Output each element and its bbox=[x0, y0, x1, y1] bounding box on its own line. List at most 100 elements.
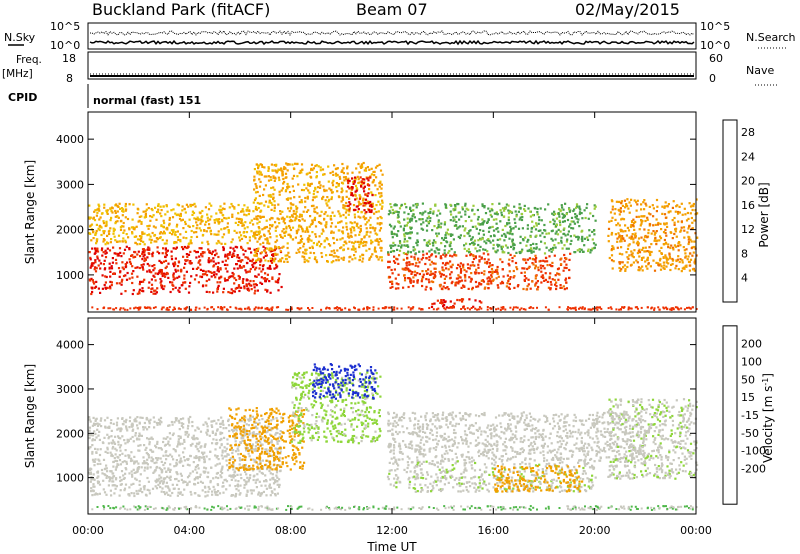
heatmap-cell bbox=[691, 306, 694, 309]
heatmap-cell bbox=[565, 266, 568, 270]
heatmap-cell bbox=[347, 182, 350, 185]
heatmap-cell bbox=[204, 470, 207, 473]
heatmap-cell bbox=[205, 431, 208, 434]
heatmap-cell bbox=[137, 250, 140, 253]
heatmap-cell bbox=[558, 306, 561, 309]
heatmap-cell bbox=[563, 266, 566, 269]
heatmap-cell bbox=[308, 308, 311, 311]
heatmap-cell bbox=[127, 456, 130, 459]
heatmap-cell bbox=[160, 284, 163, 287]
heatmap-cell bbox=[438, 248, 441, 251]
heatmap-cell bbox=[245, 214, 248, 217]
heatmap-cell bbox=[264, 247, 267, 250]
heatmap-cell bbox=[162, 230, 166, 233]
heatmap-cell bbox=[150, 283, 154, 286]
heatmap-cell bbox=[519, 251, 522, 254]
heatmap-cell bbox=[298, 308, 301, 311]
heatmap-cell bbox=[513, 286, 516, 289]
heatmap-cell bbox=[265, 247, 269, 250]
heatmap-cell bbox=[610, 259, 614, 262]
heatmap-cell bbox=[409, 206, 412, 209]
heatmap-cell bbox=[618, 252, 621, 255]
heatmap-cell bbox=[202, 269, 205, 272]
heatmap-cell bbox=[298, 215, 301, 218]
heatmap-cell bbox=[501, 260, 504, 264]
heatmap-cell bbox=[272, 186, 275, 189]
heatmap-cell bbox=[121, 417, 124, 420]
heatmap-cell bbox=[289, 206, 293, 209]
heatmap-cell bbox=[437, 226, 440, 229]
heatmap-cell bbox=[570, 239, 573, 242]
heatmap-cell bbox=[109, 280, 112, 283]
heatmap-cell bbox=[277, 260, 280, 263]
heatmap-cell bbox=[168, 489, 171, 492]
heatmap-cell bbox=[554, 283, 557, 286]
heatmap-cell bbox=[449, 234, 453, 237]
heatmap-cell bbox=[522, 308, 525, 311]
heatmap-cell bbox=[242, 278, 245, 281]
heatmap-cell bbox=[273, 260, 276, 263]
heatmap-cell bbox=[204, 206, 207, 209]
heatmap-cell bbox=[620, 230, 623, 233]
heatmap-cell bbox=[659, 268, 663, 271]
heatmap-cell bbox=[536, 211, 539, 214]
heatmap-cell bbox=[692, 251, 695, 254]
heatmap-cell bbox=[108, 249, 112, 252]
heatmap-cell bbox=[524, 308, 527, 311]
heatmap-cell bbox=[246, 256, 249, 259]
heatmap-cell bbox=[477, 215, 480, 219]
heatmap-cell bbox=[161, 306, 164, 309]
heatmap-cell bbox=[359, 165, 362, 168]
heatmap-cell bbox=[119, 207, 122, 210]
heatmap-cell bbox=[169, 494, 172, 497]
heatmap-cell bbox=[207, 270, 210, 273]
heatmap-cell bbox=[625, 203, 628, 206]
heatmap-cell bbox=[117, 252, 120, 255]
heatmap-cell bbox=[342, 172, 345, 175]
heatmap-cell bbox=[195, 267, 198, 270]
heatmap-cell bbox=[144, 212, 147, 216]
heatmap-cell bbox=[273, 179, 276, 182]
heatmap-cell bbox=[655, 210, 658, 213]
heatmap-cell bbox=[213, 219, 216, 222]
heatmap-cell bbox=[213, 488, 216, 491]
heatmap-cell bbox=[470, 219, 473, 222]
heatmap-cell bbox=[507, 286, 510, 289]
heatmap-cell bbox=[671, 237, 674, 240]
heatmap-cell bbox=[422, 276, 425, 279]
heatmap-cell bbox=[110, 470, 113, 473]
heatmap-cell bbox=[158, 423, 162, 426]
heatmap-cell bbox=[393, 308, 396, 311]
heatmap-cell bbox=[176, 445, 179, 448]
heatmap-cell bbox=[232, 247, 235, 250]
heatmap-cell bbox=[310, 176, 313, 179]
heatmap-cell bbox=[160, 272, 163, 275]
heatmap-cell bbox=[184, 308, 187, 311]
heatmap-cell bbox=[380, 187, 383, 190]
heatmap-cell bbox=[134, 477, 137, 480]
heatmap-cell bbox=[225, 464, 229, 467]
heatmap-cell bbox=[469, 280, 472, 283]
heatmap-cell bbox=[629, 225, 632, 228]
heatmap-cell bbox=[451, 280, 454, 283]
heatmap-cell bbox=[267, 429, 270, 432]
heatmap-cell bbox=[666, 204, 669, 208]
heatmap-cell bbox=[301, 237, 304, 240]
heatmap-cell bbox=[353, 221, 356, 224]
heatmap-cell bbox=[591, 230, 594, 233]
heatmap-cell bbox=[261, 215, 264, 218]
heatmap-cell bbox=[186, 435, 190, 438]
heatmap-cell bbox=[239, 492, 242, 495]
heatmap-cell bbox=[661, 205, 664, 208]
heatmap-cell bbox=[537, 229, 540, 232]
heatmap-cell bbox=[111, 211, 114, 214]
heatmap-cell bbox=[238, 420, 241, 423]
heatmap-cell bbox=[642, 256, 645, 259]
heatmap-cell bbox=[189, 205, 192, 208]
heatmap-cell bbox=[323, 212, 326, 216]
heatmap-cell bbox=[327, 200, 330, 203]
heatmap-cell bbox=[325, 223, 328, 226]
nsearch-tick-high: 10^5 bbox=[700, 20, 730, 33]
heatmap-cell bbox=[498, 202, 501, 205]
heatmap-cell bbox=[115, 449, 118, 452]
